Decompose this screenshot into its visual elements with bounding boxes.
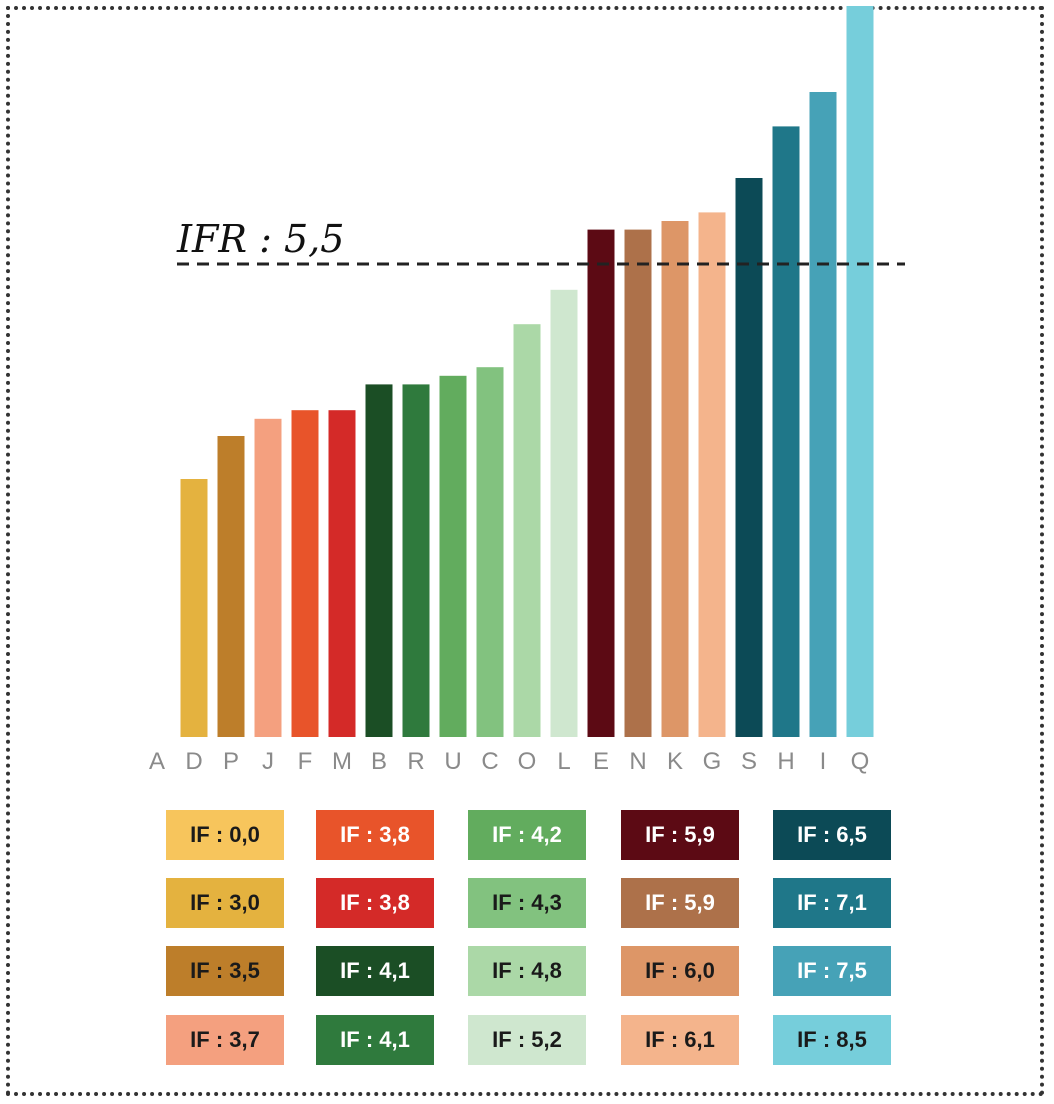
legend-item: IF : 3,0 <box>166 878 284 928</box>
category-label-P: P <box>223 748 239 775</box>
bar-P <box>217 436 245 737</box>
category-label-B: B <box>371 748 387 775</box>
category-label-L: L <box>557 748 570 775</box>
bar-N <box>624 229 652 737</box>
reference-line-label: IFR : 5,5 <box>176 217 344 261</box>
bar-R <box>402 384 430 737</box>
category-label-D: D <box>185 748 202 775</box>
bar-S <box>735 178 763 737</box>
legend-item: IF : 4,8 <box>468 946 586 996</box>
bars-group <box>180 6 874 737</box>
legend-item: IF : 5,9 <box>621 810 739 860</box>
dotted-frame <box>6 6 1044 1096</box>
category-label-U: U <box>444 748 461 775</box>
bar-E <box>587 229 615 737</box>
legend-item: IF : 4,2 <box>468 810 586 860</box>
bar-Q <box>846 6 874 737</box>
legend-item: IF : 4,3 <box>468 878 586 928</box>
legend-item: IF : 8,5 <box>773 1015 891 1065</box>
legend-item: IF : 6,0 <box>621 946 739 996</box>
legend-item: IF : 7,5 <box>773 946 891 996</box>
category-label-C: C <box>481 748 498 775</box>
legend-item: IF : 7,1 <box>773 878 891 928</box>
legend-item: IF : 3,8 <box>316 878 434 928</box>
legend-item: IF : 6,5 <box>773 810 891 860</box>
bar-I <box>809 92 837 737</box>
bar-U <box>439 375 467 737</box>
category-label-J: J <box>262 748 274 775</box>
category-label-N: N <box>629 748 646 775</box>
bar-O <box>513 324 541 737</box>
bar-L <box>550 289 578 737</box>
bar-K <box>661 221 689 737</box>
category-label-I: I <box>820 748 827 775</box>
category-label-O: O <box>518 748 537 775</box>
bar-H <box>772 126 800 737</box>
bar-M <box>328 410 356 737</box>
legend-item: IF : 5,2 <box>468 1015 586 1065</box>
category-label-R: R <box>407 748 424 775</box>
legend-item: IF : 0,0 <box>166 810 284 860</box>
bar-G <box>698 212 726 737</box>
category-label-F: F <box>298 748 313 775</box>
legend-item: IF : 4,1 <box>316 946 434 996</box>
legend-item: IF : 6,1 <box>621 1015 739 1065</box>
legend-item: IF : 3,7 <box>166 1015 284 1065</box>
category-label-E: E <box>593 748 609 775</box>
category-label-K: K <box>667 748 683 775</box>
bar-F <box>291 410 319 737</box>
bar-C <box>476 367 504 737</box>
legend-item: IF : 3,8 <box>316 810 434 860</box>
legend-item: IF : 5,9 <box>621 878 739 928</box>
category-label-Q: Q <box>851 748 870 775</box>
category-label-G: G <box>703 748 722 775</box>
category-label-H: H <box>777 748 794 775</box>
category-label-S: S <box>741 748 757 775</box>
legend: IF : 0,0 IF : 3,0 IF : 3,5 IF : 3,7 IF : 3,8… <box>166 810 896 1070</box>
legend-item: IF : 4,1 <box>316 1015 434 1065</box>
bar-J <box>254 418 282 737</box>
bar-D <box>180 479 208 737</box>
category-label-M: M <box>332 748 352 775</box>
bar-B <box>365 384 393 737</box>
category-label-A: A <box>149 748 165 775</box>
legend-item: IF : 3,5 <box>166 946 284 996</box>
